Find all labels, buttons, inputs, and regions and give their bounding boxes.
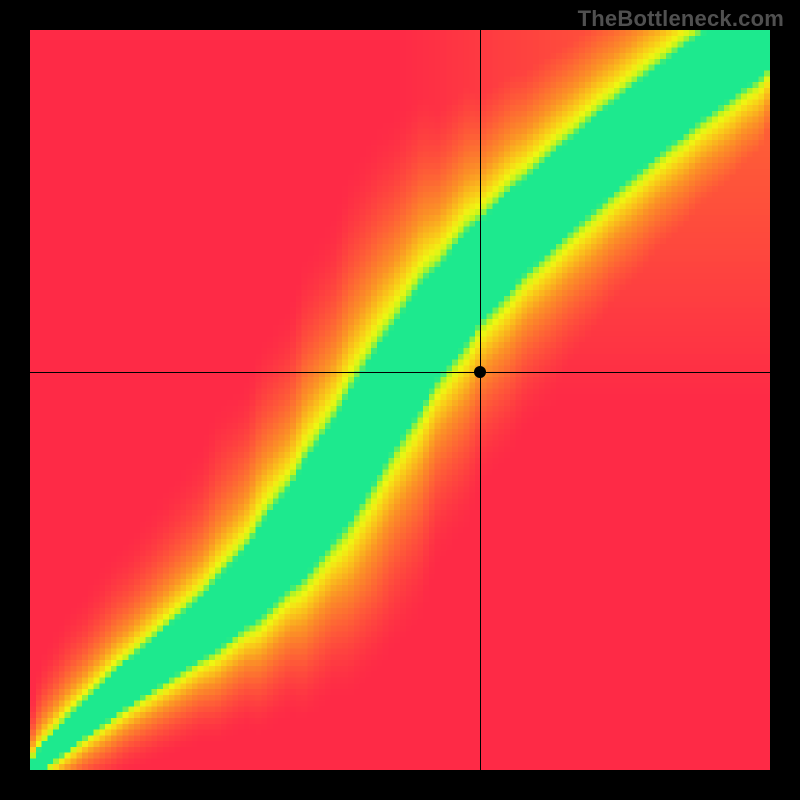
crosshair-vertical [480, 30, 481, 770]
watermark-text: TheBottleneck.com [578, 6, 784, 32]
heatmap-canvas [30, 30, 770, 770]
bottleneck-heatmap [30, 30, 770, 770]
crosshair-horizontal [30, 372, 770, 373]
selection-marker-dot [474, 366, 486, 378]
